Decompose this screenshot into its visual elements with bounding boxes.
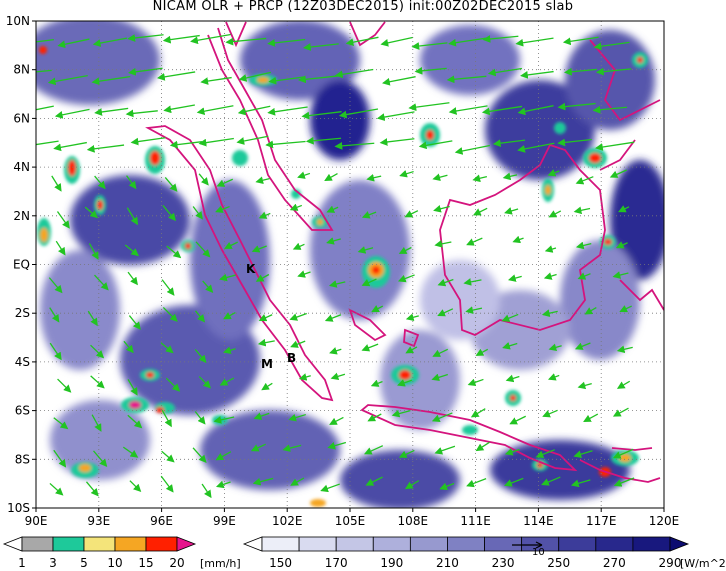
olr-tick-label: 210 bbox=[436, 556, 459, 570]
precip-tick-label: 20 bbox=[169, 556, 184, 570]
precip-unit: [mm/h] bbox=[200, 557, 240, 570]
lat-tick-label: 2S bbox=[15, 306, 30, 320]
lat-tick-label: 10N bbox=[6, 14, 30, 28]
map-title: NICAM OLR + PRCP (12Z03DEC2015) init:00Z… bbox=[152, 0, 574, 14]
lon-tick-label: 96E bbox=[150, 514, 173, 528]
olr-unit: [W/m^2] bbox=[680, 557, 726, 570]
precip-colorbar: 1 3 5 10 15 20 [mm/h] bbox=[2, 536, 240, 570]
marker-k: K bbox=[246, 262, 256, 276]
lat-tick-label: 2N bbox=[13, 209, 30, 223]
lat-tick-label: 4S bbox=[15, 355, 30, 369]
coast-lesser-sunda bbox=[579, 447, 661, 483]
coast-bangka bbox=[348, 308, 387, 342]
coast-belitung bbox=[403, 328, 420, 348]
olr-tick-label: 150 bbox=[269, 556, 292, 570]
precip-tick-label: 10 bbox=[107, 556, 122, 570]
precip-tick-label: 5 bbox=[80, 556, 88, 570]
lon-tick-label: 111E bbox=[460, 514, 491, 528]
lon-tick-label: 93E bbox=[87, 514, 110, 528]
olr-tick-label: 250 bbox=[547, 556, 570, 570]
lat-tick-label: 8N bbox=[13, 63, 30, 77]
lat-tick-label: 6S bbox=[15, 404, 30, 418]
lon-tick-label: 114E bbox=[523, 514, 554, 528]
vector-reference-label: 10 bbox=[532, 547, 545, 558]
olr-colorbar: 150 170 190 210 230 250 270 290 10 [W/m^2] bbox=[242, 536, 726, 570]
coast-borneo bbox=[439, 143, 606, 336]
wind-vectors bbox=[36, 33, 635, 499]
lon-tick-label: 90E bbox=[25, 514, 48, 528]
coastlines bbox=[145, 21, 664, 483]
lon-tick-label: 102E bbox=[272, 514, 303, 528]
olr-tick-label: 270 bbox=[603, 556, 626, 570]
olr-tick-label: 230 bbox=[492, 556, 515, 570]
lon-tick-label: 120E bbox=[649, 514, 680, 528]
olr-tick-label: 290 bbox=[659, 556, 682, 570]
lon-tick-label: 117E bbox=[586, 514, 617, 528]
precip-tick-label: 15 bbox=[138, 556, 153, 570]
lat-tick-label: 6N bbox=[13, 111, 30, 125]
lon-tick-label: 108E bbox=[398, 514, 429, 528]
precip-tick-label: 3 bbox=[49, 556, 57, 570]
longitude-axis: 90E 93E 96E 99E 102E 105E 108E 111E 114E 117E 120E bbox=[25, 508, 680, 528]
lon-tick-label: 105E bbox=[335, 514, 366, 528]
coast-sumatra bbox=[145, 125, 334, 402]
olr-tick-label: 170 bbox=[325, 556, 348, 570]
coast-celebes bbox=[619, 279, 664, 311]
lat-tick-label: EQ bbox=[13, 258, 30, 272]
lon-tick-label: 99E bbox=[213, 514, 236, 528]
vector-reference: 10 bbox=[512, 541, 545, 558]
lat-tick-label: 8S bbox=[15, 452, 30, 466]
lat-tick-label: 10S bbox=[7, 501, 30, 515]
map-panel: K M B 10N 8N 6N 4N 2N EQ 2S 4S 6S 8S 10S 90E 93E 96E… bbox=[6, 14, 680, 528]
marker-b: B bbox=[287, 351, 296, 365]
lat-lon-grid bbox=[36, 21, 664, 508]
precip-tick-label: 1 bbox=[18, 556, 26, 570]
marker-m: M bbox=[261, 357, 273, 371]
olr-tick-label: 190 bbox=[380, 556, 403, 570]
coast-philippines bbox=[589, 39, 661, 171]
lat-tick-label: 4N bbox=[13, 160, 30, 174]
latitude-axis: 10N 8N 6N 4N 2N EQ 2S 4S 6S 8S 10S bbox=[6, 14, 36, 515]
